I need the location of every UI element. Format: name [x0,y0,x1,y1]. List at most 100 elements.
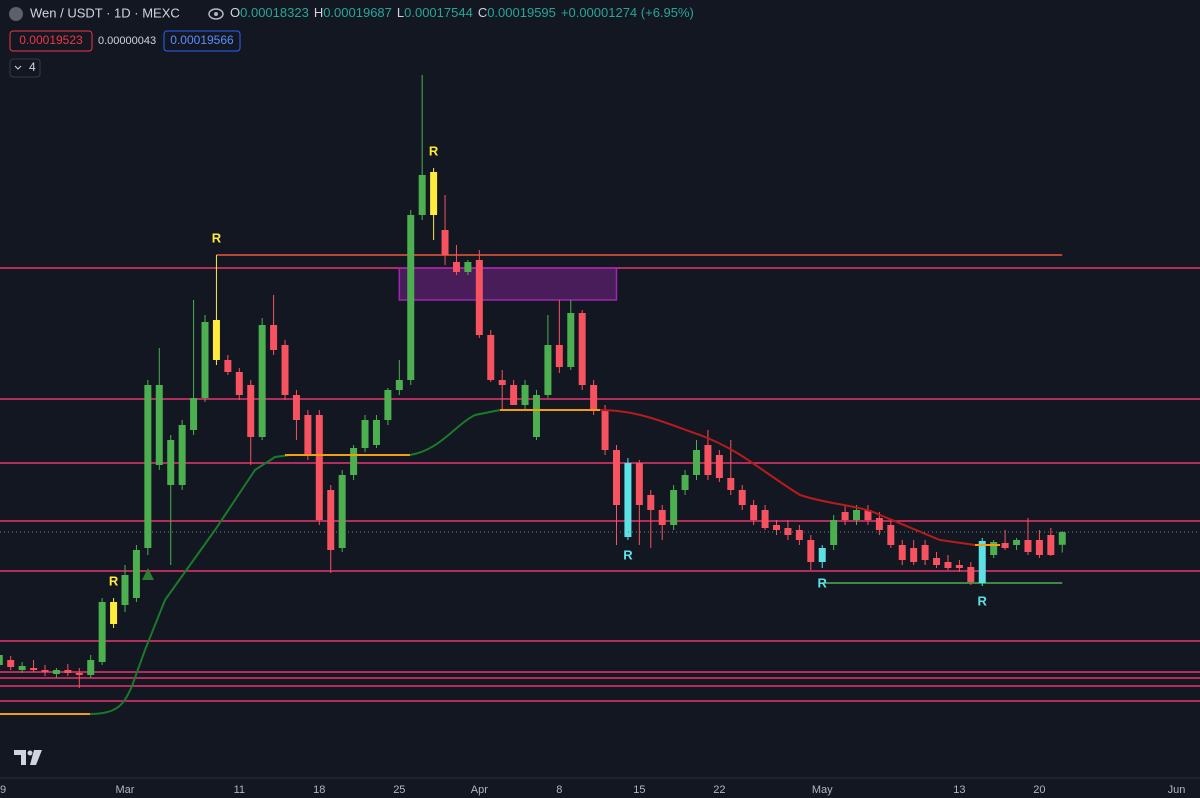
plot-area: R R R R R R [0,75,1200,702]
candle-body [75,673,83,675]
candle-body [270,325,278,350]
candle-body [338,475,346,548]
zone-box [398,267,618,301]
candle-body [875,518,883,530]
candle-body [921,545,929,560]
candle-body [110,602,118,624]
symbol-icon [9,7,23,21]
candle-body [1013,540,1021,545]
candle-body [190,398,198,430]
candle-body [18,666,26,670]
change: +0.00001274 (+6.95%) [561,5,694,20]
candle-body [567,313,575,367]
candle-body [292,395,300,420]
candle-body [841,512,849,520]
candle-body [658,510,666,525]
candle-body [830,520,838,545]
x-tick-label: Jun [1168,784,1186,796]
candle-body [544,345,552,395]
candle-body [647,495,655,510]
candle-body [1035,540,1043,555]
candle-body [0,655,3,665]
candle-body [853,510,861,520]
candle-body [521,385,529,405]
candle-body [361,420,369,448]
chevron [14,65,22,70]
candle-body [441,230,449,255]
candle-body [693,450,700,475]
spread: 0.00000043 [98,35,156,47]
candle-body [1001,543,1009,548]
candle-body [155,385,163,465]
candle-body [761,510,769,528]
candle-body [498,380,506,385]
candle-body [315,415,323,520]
candle-body [121,575,129,605]
candle-body [395,380,403,390]
annotation: R [109,573,119,588]
eye-icon [208,8,224,20]
candle-body [944,562,952,568]
annotation: R [429,143,439,158]
indicator-count: 4 [29,60,36,74]
x-tick-label: 8 [556,784,562,796]
ohlc-value: 0.00018323 [240,5,309,20]
candle-body [933,558,941,565]
candle-body [418,175,426,215]
buy-price: 0.00019566 [170,33,234,47]
candle-body [212,320,220,360]
candle-body [612,450,620,505]
annotation: R [212,230,222,245]
candle-body [464,262,472,272]
x-tick-label: 22 [713,784,725,796]
candle-body [258,325,266,437]
candle-body [281,345,289,395]
candle-body [795,530,803,540]
ohlc-label: L [397,5,404,20]
candle-body [670,490,678,525]
candle-body [1058,532,1066,545]
candle-body [452,262,460,272]
candle-body [635,463,643,505]
buy-box[interactable] [163,30,241,52]
candle-body [898,545,906,560]
indicator-toggle[interactable] [9,58,41,78]
candle-body [910,548,918,562]
candle-body [704,445,712,475]
candle-body [887,525,895,545]
candle-body [87,660,95,675]
candle-body [510,385,518,405]
x-tick-label: 20 [1033,784,1045,796]
symbol: Wen / USDT · 1D · MEXC [30,5,180,20]
candle-body [487,335,495,380]
candle-body [727,478,735,490]
ohlc-value: 0.00017544 [404,5,473,20]
candle-body [201,322,209,398]
ohlc: O0.00018323 H0.00019687 L0.00017544 C0.0001… [230,5,694,20]
sell-box[interactable] [9,30,93,52]
candle-body [590,385,598,410]
x-tick-label: 13 [953,784,965,796]
x-tick-label: May [812,784,833,796]
candle-body [818,548,826,562]
signal-triangle [142,568,154,580]
candle-body [7,660,15,667]
tv-logo [14,750,42,765]
candle-body [304,415,312,455]
candle-body [167,440,175,485]
x-tick-label: 18 [313,784,325,796]
candle-body [532,395,540,437]
trend-segment [599,409,976,546]
x-tick-label: Apr [471,784,488,796]
candle-body [350,448,358,475]
ohlc-value: 0.00019595 [487,5,556,20]
candle-body [578,313,586,385]
candle-body [224,360,232,372]
x-tick-label: 11 [234,784,245,796]
candle-body [955,565,963,568]
candle-body [132,550,140,598]
ohlc-label: O [230,5,240,20]
candle-body [64,670,72,673]
candle-body [247,385,255,437]
